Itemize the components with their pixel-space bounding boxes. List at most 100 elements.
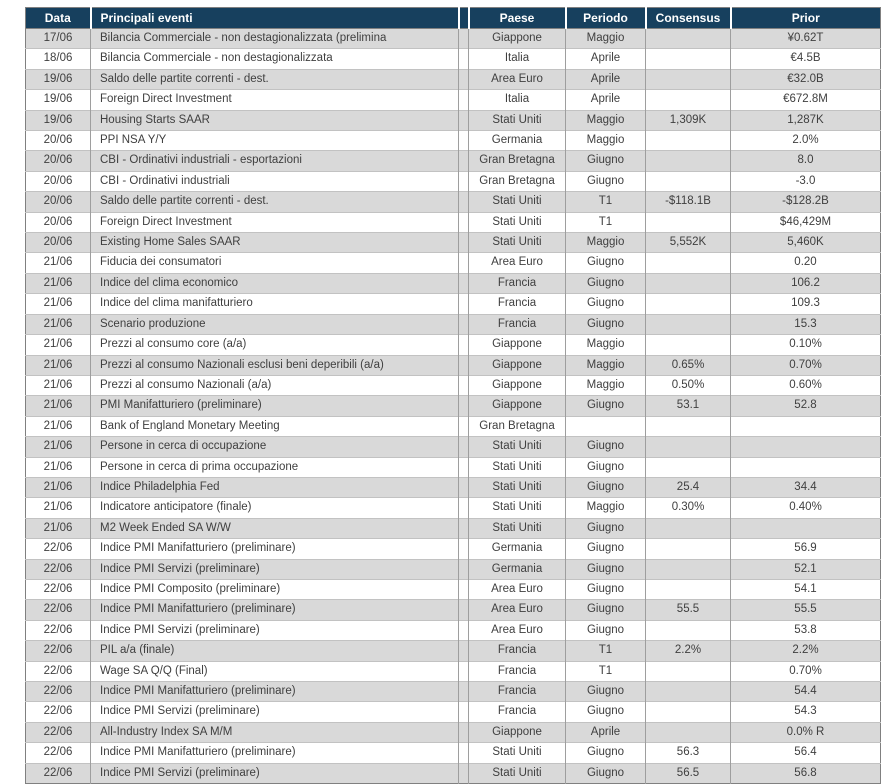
data-cell: 22/06 xyxy=(25,619,91,641)
table-row: 22/06 Indice PMI Servizi (preliminare) Fra… xyxy=(25,701,881,723)
spacer-cell xyxy=(458,232,469,253)
consensus-cell xyxy=(645,211,731,233)
periodo-cell: Giugno xyxy=(565,456,646,478)
prior-cell: 0.20 xyxy=(730,252,881,274)
spacer-cell xyxy=(458,660,469,682)
spacer-cell xyxy=(458,272,469,294)
evento-cell: Bilancia Commerciale - non destagionaliz… xyxy=(90,48,459,70)
periodo-cell: Maggio xyxy=(565,497,646,519)
spacer-cell xyxy=(458,742,469,764)
consensus-cell xyxy=(645,293,731,315)
periodo-cell: Aprile xyxy=(565,89,646,111)
spacer-cell xyxy=(458,374,469,396)
consensus-cell xyxy=(645,28,731,49)
consensus-cell: 0.30% xyxy=(645,497,731,519)
prior-cell: -$128.2B xyxy=(730,191,881,213)
periodo-cell: Giugno xyxy=(565,517,646,539)
paese-cell: Germania xyxy=(468,538,566,560)
data-cell: 20/06 xyxy=(25,130,91,151)
prior-cell: 15.3 xyxy=(730,313,881,335)
consensus-cell xyxy=(645,517,731,539)
paese-cell: Germania xyxy=(468,130,566,151)
consensus-cell xyxy=(645,150,731,172)
data-cell: 21/06 xyxy=(25,334,91,355)
consensus-cell xyxy=(645,313,731,335)
paese-cell: Stati Uniti xyxy=(468,456,566,478)
data-cell: 22/06 xyxy=(25,640,91,662)
evento-cell: Indice PMI Servizi (preliminare) xyxy=(90,619,459,641)
data-cell: 22/06 xyxy=(25,762,91,784)
table-row: 21/06 Indice Philadelphia Fed Stati Uniti G… xyxy=(25,476,881,498)
evento-cell: Persone in cerca di prima occupazione xyxy=(90,456,459,478)
prior-cell: 54.3 xyxy=(730,701,881,723)
table-row: 22/06 Indice PMI Manifatturiero (prelimin… xyxy=(25,599,881,621)
periodo-cell: Giugno xyxy=(565,293,646,315)
table-row: 21/06 Fiducia dei consumatori Area Euro Giu… xyxy=(25,252,881,274)
paese-cell: Stati Uniti xyxy=(468,211,566,233)
table-row: 22/06 Indice PMI Manifatturiero (prelimin… xyxy=(25,742,881,764)
consensus-cell xyxy=(645,456,731,478)
data-cell: 22/06 xyxy=(25,742,91,764)
consensus-cell xyxy=(645,89,731,111)
spacer-cell xyxy=(458,721,469,743)
spacer-cell xyxy=(458,150,469,172)
spacer-cell xyxy=(458,395,469,417)
paese-cell: Gran Bretagna xyxy=(468,150,566,172)
consensus-cell: 56.5 xyxy=(645,762,731,784)
data-cell: 21/06 xyxy=(25,272,91,294)
spacer-cell xyxy=(458,293,469,315)
spacer-cell xyxy=(458,68,469,90)
periodo-cell: Maggio xyxy=(565,109,646,131)
spacer-cell xyxy=(458,599,469,621)
periodo-cell: Maggio xyxy=(565,130,646,151)
evento-cell: Indice PMI Servizi (preliminare) xyxy=(90,701,459,723)
consensus-cell xyxy=(645,660,731,682)
evento-cell: Bilancia Commerciale - non destagionaliz… xyxy=(90,28,459,49)
events-table-body: 17/06 Bilancia Commerciale - non destagio… xyxy=(25,28,881,784)
periodo-cell: Giugno xyxy=(565,599,646,621)
prior-cell: €672.8M xyxy=(730,89,881,111)
evento-cell: Persone in cerca di occupazione xyxy=(90,436,459,458)
spacer-cell xyxy=(458,701,469,723)
prior-cell: 0.70% xyxy=(730,354,881,376)
data-cell: 17/06 xyxy=(25,28,91,49)
table-row: 19/06 Saldo delle partite correnti - dest… xyxy=(25,68,881,90)
paese-cell: Giappone xyxy=(468,354,566,376)
spacer-cell xyxy=(458,313,469,335)
paese-cell: Francia xyxy=(468,701,566,723)
prior-cell: 34.4 xyxy=(730,476,881,498)
spacer-cell xyxy=(458,28,469,49)
data-cell: 21/06 xyxy=(25,395,91,417)
paese-cell: Gran Bretagna xyxy=(468,415,566,437)
spacer-cell xyxy=(458,517,469,539)
paese-cell: Francia xyxy=(468,272,566,294)
data-cell: 19/06 xyxy=(25,109,91,131)
evento-cell: Indice del clima manifatturiero xyxy=(90,293,459,315)
evento-cell: Indice PMI Manifatturiero (preliminare) xyxy=(90,599,459,621)
periodo-cell: Giugno xyxy=(565,701,646,723)
evento-cell: Indicatore anticipatore (finale) xyxy=(90,497,459,519)
paese-cell: Francia xyxy=(468,313,566,335)
periodo-cell: Giugno xyxy=(565,170,646,192)
table-row: 18/06 Bilancia Commerciale - non destagio… xyxy=(25,48,881,70)
paese-cell: Area Euro xyxy=(468,252,566,274)
paese-cell: Area Euro xyxy=(468,68,566,90)
table-row: 22/06 Indice PMI Servizi (preliminare) Ger… xyxy=(25,558,881,580)
data-cell: 19/06 xyxy=(25,68,91,90)
data-cell: 20/06 xyxy=(25,191,91,213)
data-cell: 22/06 xyxy=(25,701,91,723)
consensus-cell: 1,309K xyxy=(645,109,731,131)
evento-cell: Indice PMI Servizi (preliminare) xyxy=(90,762,459,784)
evento-cell: M2 Week Ended SA W/W xyxy=(90,517,459,539)
periodo-cell: T1 xyxy=(565,191,646,213)
paese-cell: Giappone xyxy=(468,395,566,417)
consensus-cell: 25.4 xyxy=(645,476,731,498)
paese-cell: Giappone xyxy=(468,374,566,396)
data-cell: 22/06 xyxy=(25,538,91,560)
table-row: 22/06 Indice PMI Composito (preliminare) A… xyxy=(25,578,881,600)
evento-cell: Saldo delle partite correnti - dest. xyxy=(90,191,459,213)
data-cell: 20/06 xyxy=(25,150,91,172)
evento-cell: Existing Home Sales SAAR xyxy=(90,232,459,253)
periodo-cell: Giugno xyxy=(565,272,646,294)
evento-cell: Indice PMI Manifatturiero (preliminare) xyxy=(90,538,459,560)
